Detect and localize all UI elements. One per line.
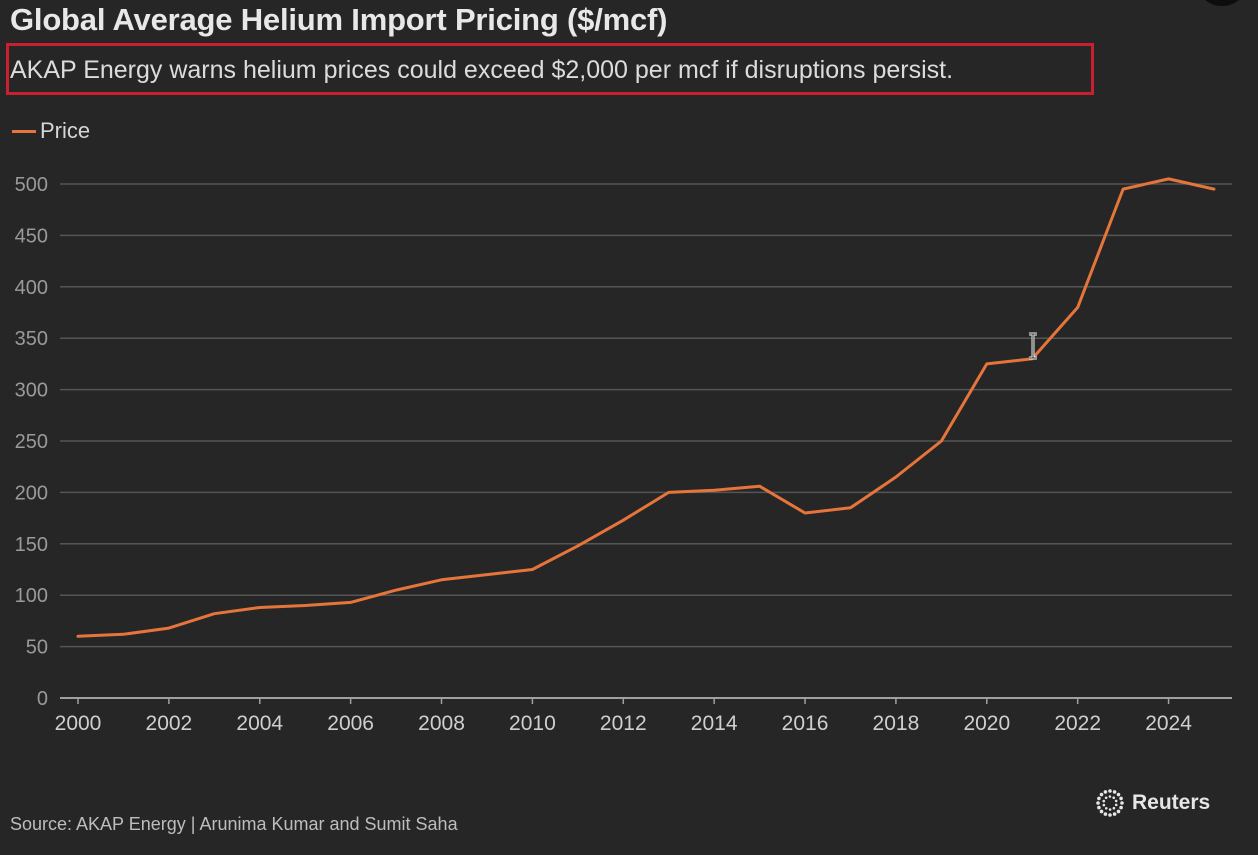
legend-swatch-price <box>12 129 36 133</box>
series-line-price <box>76 177 1216 638</box>
logo-dot <box>1119 805 1123 810</box>
legend-label-price: Price <box>40 118 91 143</box>
x-tick-label: 2008 <box>418 712 465 735</box>
logo-dot <box>1097 805 1101 810</box>
logo-dot <box>1102 803 1106 807</box>
logo-dot <box>1099 792 1104 797</box>
logo-dot <box>1104 796 1108 800</box>
chart-subtitle: AKAP Energy warns helium prices could ex… <box>10 56 954 84</box>
reuters-logo-icon <box>1096 789 1124 817</box>
logo-dot <box>1099 809 1104 814</box>
chart-legend: Price <box>12 118 90 144</box>
window-corner-button <box>1200 0 1244 6</box>
source-note: Source: AKAP Energy | Arunima Kumar and … <box>10 814 458 834</box>
x-tick-label: 2004 <box>236 712 283 735</box>
logo-dot <box>1096 801 1100 805</box>
y-tick-label: 150 <box>15 534 48 556</box>
x-tick-label: 2020 <box>963 712 1010 735</box>
y-tick-label: 250 <box>15 431 48 453</box>
logo-dot <box>1120 801 1124 805</box>
logo-dot <box>1116 809 1121 814</box>
logo-dot <box>1097 796 1101 801</box>
logo-dot <box>1114 799 1118 803</box>
y-tick-label: 400 <box>15 277 48 299</box>
logo-dot <box>1108 795 1112 798</box>
chart-title: Global Average Helium Import Pricing ($/… <box>10 2 668 37</box>
x-tick-label: 2016 <box>782 712 829 735</box>
logo-dot <box>1119 796 1123 801</box>
logo-dot <box>1116 792 1121 797</box>
y-tick-label: 450 <box>15 225 48 247</box>
logo-dot <box>1102 799 1106 803</box>
logo-dot <box>1112 796 1116 799</box>
x-tick-label: 2022 <box>1054 712 1101 735</box>
y-tick-label: 0 <box>37 688 48 710</box>
logo-dot <box>1112 806 1116 810</box>
x-tick-label: 2024 <box>1145 712 1192 735</box>
logo-dot <box>1108 808 1112 811</box>
reuters-brand: Reuters <box>1094 787 1210 819</box>
x-tick-label: 2000 <box>55 712 102 735</box>
y-tick-label: 100 <box>15 585 48 607</box>
y-tick-label: 50 <box>26 637 48 659</box>
logo-dot <box>1103 812 1108 816</box>
y-tick-label: 300 <box>15 380 48 402</box>
logo-dot <box>1112 790 1117 794</box>
y-tick-label: 350 <box>15 328 48 350</box>
brand-label: Reuters <box>1132 791 1211 814</box>
text-cursor-icon <box>1029 332 1037 360</box>
y-tick-label: 500 <box>15 174 48 196</box>
logo-dot <box>1104 807 1108 810</box>
subtitle-highlight-box <box>6 43 1094 95</box>
logo-dot <box>1114 803 1118 807</box>
y-tick-label: 200 <box>15 482 48 504</box>
x-tick-label: 2018 <box>873 712 920 735</box>
x-tick-label: 2006 <box>327 712 374 735</box>
x-tick-label: 2014 <box>691 712 738 735</box>
x-tick-label: 2012 <box>600 712 647 735</box>
logo-dot <box>1112 812 1117 816</box>
logo-dot <box>1108 789 1112 793</box>
x-tick-label: 2010 <box>509 712 556 735</box>
x-tick-label: 2002 <box>146 712 193 735</box>
logo-dot <box>1108 813 1112 817</box>
logo-dot <box>1103 790 1108 794</box>
